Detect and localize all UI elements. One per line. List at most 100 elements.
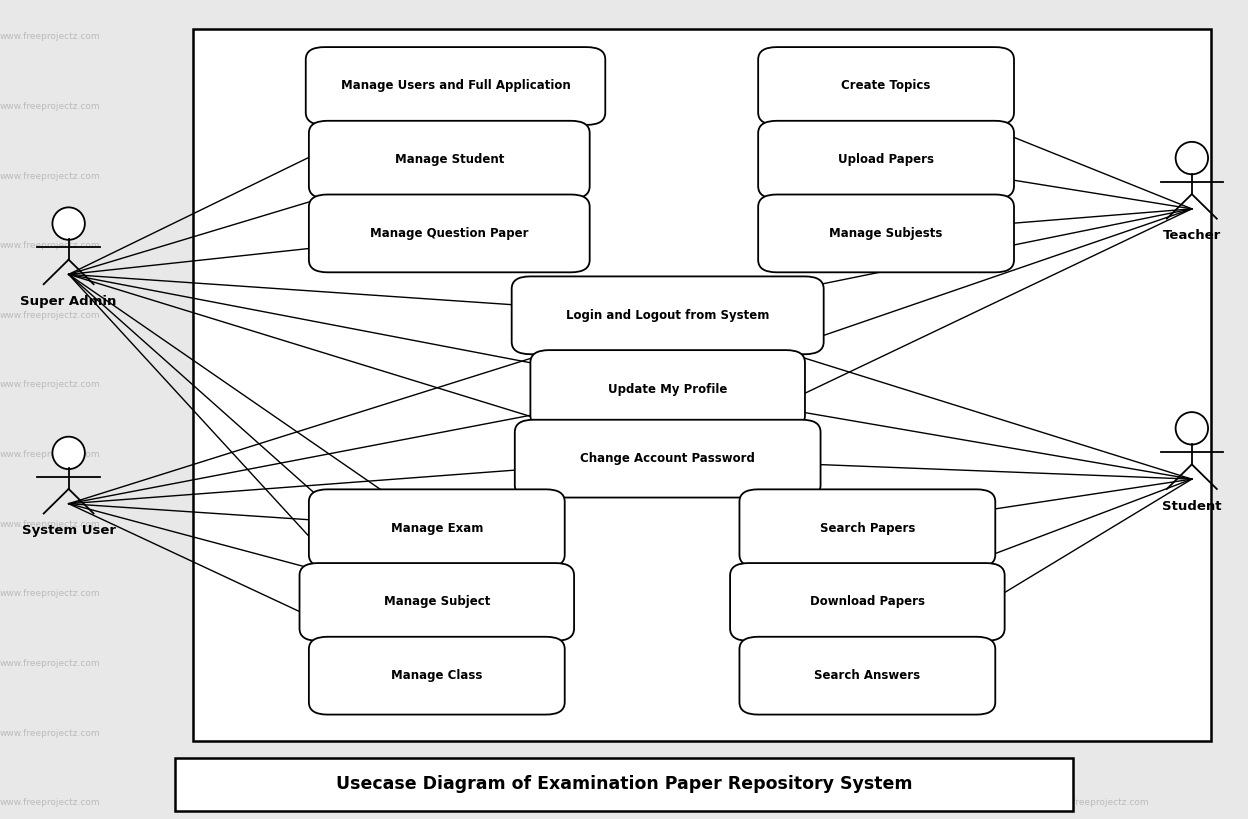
Text: www.freeprojectz.com: www.freeprojectz.com [524,311,625,319]
Text: www.freeprojectz.com: www.freeprojectz.com [0,311,101,319]
Text: Teacher: Teacher [1163,229,1221,242]
Text: www.freeprojectz.com: www.freeprojectz.com [0,381,101,389]
Text: www.freeprojectz.com: www.freeprojectz.com [786,590,887,598]
Text: www.freeprojectz.com: www.freeprojectz.com [786,102,887,111]
Text: Upload Papers: Upload Papers [839,153,934,166]
Text: www.freeprojectz.com: www.freeprojectz.com [0,520,101,528]
Text: Login and Logout from System: Login and Logout from System [567,309,769,322]
Text: Manage Users and Full Application: Manage Users and Full Application [341,79,570,93]
Text: Search Papers: Search Papers [820,522,915,535]
FancyBboxPatch shape [512,277,824,354]
Text: www.freeprojectz.com: www.freeprojectz.com [262,33,363,41]
Text: www.freeprojectz.com: www.freeprojectz.com [524,590,625,598]
Text: www.freeprojectz.com: www.freeprojectz.com [524,450,625,459]
Text: www.freeprojectz.com: www.freeprojectz.com [0,659,101,667]
Bar [175,758,1073,811]
Text: www.freeprojectz.com: www.freeprojectz.com [786,381,887,389]
Text: Super Admin: Super Admin [20,295,117,308]
Text: www.freeprojectz.com: www.freeprojectz.com [262,729,363,737]
Text: www.freeprojectz.com: www.freeprojectz.com [0,102,101,111]
FancyBboxPatch shape [300,563,574,640]
Text: www.freeprojectz.com: www.freeprojectz.com [786,729,887,737]
Text: www.freeprojectz.com: www.freeprojectz.com [1048,381,1149,389]
Text: www.freeprojectz.com: www.freeprojectz.com [1048,242,1149,250]
Text: www.freeprojectz.com: www.freeprojectz.com [786,450,887,459]
Text: www.freeprojectz.com: www.freeprojectz.com [262,102,363,111]
Text: www.freeprojectz.com: www.freeprojectz.com [262,520,363,528]
Text: Manage Class: Manage Class [391,669,483,682]
FancyBboxPatch shape [758,120,1013,198]
Text: www.freeprojectz.com: www.freeprojectz.com [524,172,625,180]
FancyBboxPatch shape [739,637,995,714]
FancyBboxPatch shape [758,195,1013,272]
Text: www.freeprojectz.com: www.freeprojectz.com [0,799,101,807]
Text: Change Account Password: Change Account Password [580,452,755,465]
FancyBboxPatch shape [758,47,1013,124]
Text: www.freeprojectz.com: www.freeprojectz.com [524,799,625,807]
Text: www.freeprojectz.com: www.freeprojectz.com [1048,799,1149,807]
Bar [193,29,1211,741]
Text: www.freeprojectz.com: www.freeprojectz.com [0,33,101,41]
Text: Manage Student: Manage Student [394,153,504,166]
Text: www.freeprojectz.com: www.freeprojectz.com [0,172,101,180]
Ellipse shape [1176,412,1208,445]
Text: Update My Profile: Update My Profile [608,382,728,396]
Text: www.freeprojectz.com: www.freeprojectz.com [262,450,363,459]
Text: www.freeprojectz.com: www.freeprojectz.com [1048,102,1149,111]
Text: www.freeprojectz.com: www.freeprojectz.com [262,381,363,389]
Text: www.freeprojectz.com: www.freeprojectz.com [262,590,363,598]
Text: www.freeprojectz.com: www.freeprojectz.com [786,242,887,250]
Text: Manage Subjests: Manage Subjests [830,227,942,240]
FancyBboxPatch shape [739,490,995,567]
Text: www.freeprojectz.com: www.freeprojectz.com [262,311,363,319]
Text: www.freeprojectz.com: www.freeprojectz.com [1048,659,1149,667]
Text: www.freeprojectz.com: www.freeprojectz.com [524,33,625,41]
Text: Download Papers: Download Papers [810,595,925,609]
Text: www.freeprojectz.com: www.freeprojectz.com [524,102,625,111]
Text: www.freeprojectz.com: www.freeprojectz.com [524,242,625,250]
Ellipse shape [1176,142,1208,174]
Text: www.freeprojectz.com: www.freeprojectz.com [1048,520,1149,528]
Text: www.freeprojectz.com: www.freeprojectz.com [0,590,101,598]
Text: www.freeprojectz.com: www.freeprojectz.com [1048,311,1149,319]
Text: www.freeprojectz.com: www.freeprojectz.com [786,311,887,319]
Text: www.freeprojectz.com: www.freeprojectz.com [262,172,363,180]
Text: Usecase Diagram of Examination Paper Repository System: Usecase Diagram of Examination Paper Rep… [336,776,912,793]
Text: www.freeprojectz.com: www.freeprojectz.com [524,659,625,667]
Text: www.freeprojectz.com: www.freeprojectz.com [1048,590,1149,598]
Text: www.freeprojectz.com: www.freeprojectz.com [262,242,363,250]
FancyBboxPatch shape [308,637,564,714]
FancyBboxPatch shape [306,47,605,124]
Text: www.freeprojectz.com: www.freeprojectz.com [524,520,625,528]
Text: www.freeprojectz.com: www.freeprojectz.com [786,33,887,41]
Text: Search Answers: Search Answers [814,669,921,682]
FancyBboxPatch shape [515,420,821,498]
Text: www.freeprojectz.com: www.freeprojectz.com [786,659,887,667]
Text: www.freeprojectz.com: www.freeprojectz.com [524,381,625,389]
Text: Manage Exam: Manage Exam [391,522,483,535]
Text: www.freeprojectz.com: www.freeprojectz.com [0,242,101,250]
Text: www.freeprojectz.com: www.freeprojectz.com [786,520,887,528]
Text: www.freeprojectz.com: www.freeprojectz.com [0,729,101,737]
Text: www.freeprojectz.com: www.freeprojectz.com [524,729,625,737]
Text: Student: Student [1162,500,1222,513]
FancyBboxPatch shape [308,490,564,567]
Text: www.freeprojectz.com: www.freeprojectz.com [0,450,101,459]
Text: www.freeprojectz.com: www.freeprojectz.com [1048,450,1149,459]
Text: www.freeprojectz.com: www.freeprojectz.com [1048,33,1149,41]
Text: www.freeprojectz.com: www.freeprojectz.com [786,172,887,180]
Text: www.freeprojectz.com: www.freeprojectz.com [1048,729,1149,737]
Text: Manage Question Paper: Manage Question Paper [369,227,529,240]
Text: www.freeprojectz.com: www.freeprojectz.com [1048,172,1149,180]
Ellipse shape [52,207,85,240]
Text: Create Topics: Create Topics [841,79,931,93]
Text: System User: System User [21,524,116,537]
FancyBboxPatch shape [530,351,805,428]
Ellipse shape [52,437,85,469]
Text: Manage Subject: Manage Subject [383,595,490,609]
Text: www.freeprojectz.com: www.freeprojectz.com [262,799,363,807]
Text: www.freeprojectz.com: www.freeprojectz.com [786,799,887,807]
FancyBboxPatch shape [308,195,589,272]
FancyBboxPatch shape [730,563,1005,640]
Text: www.freeprojectz.com: www.freeprojectz.com [262,659,363,667]
